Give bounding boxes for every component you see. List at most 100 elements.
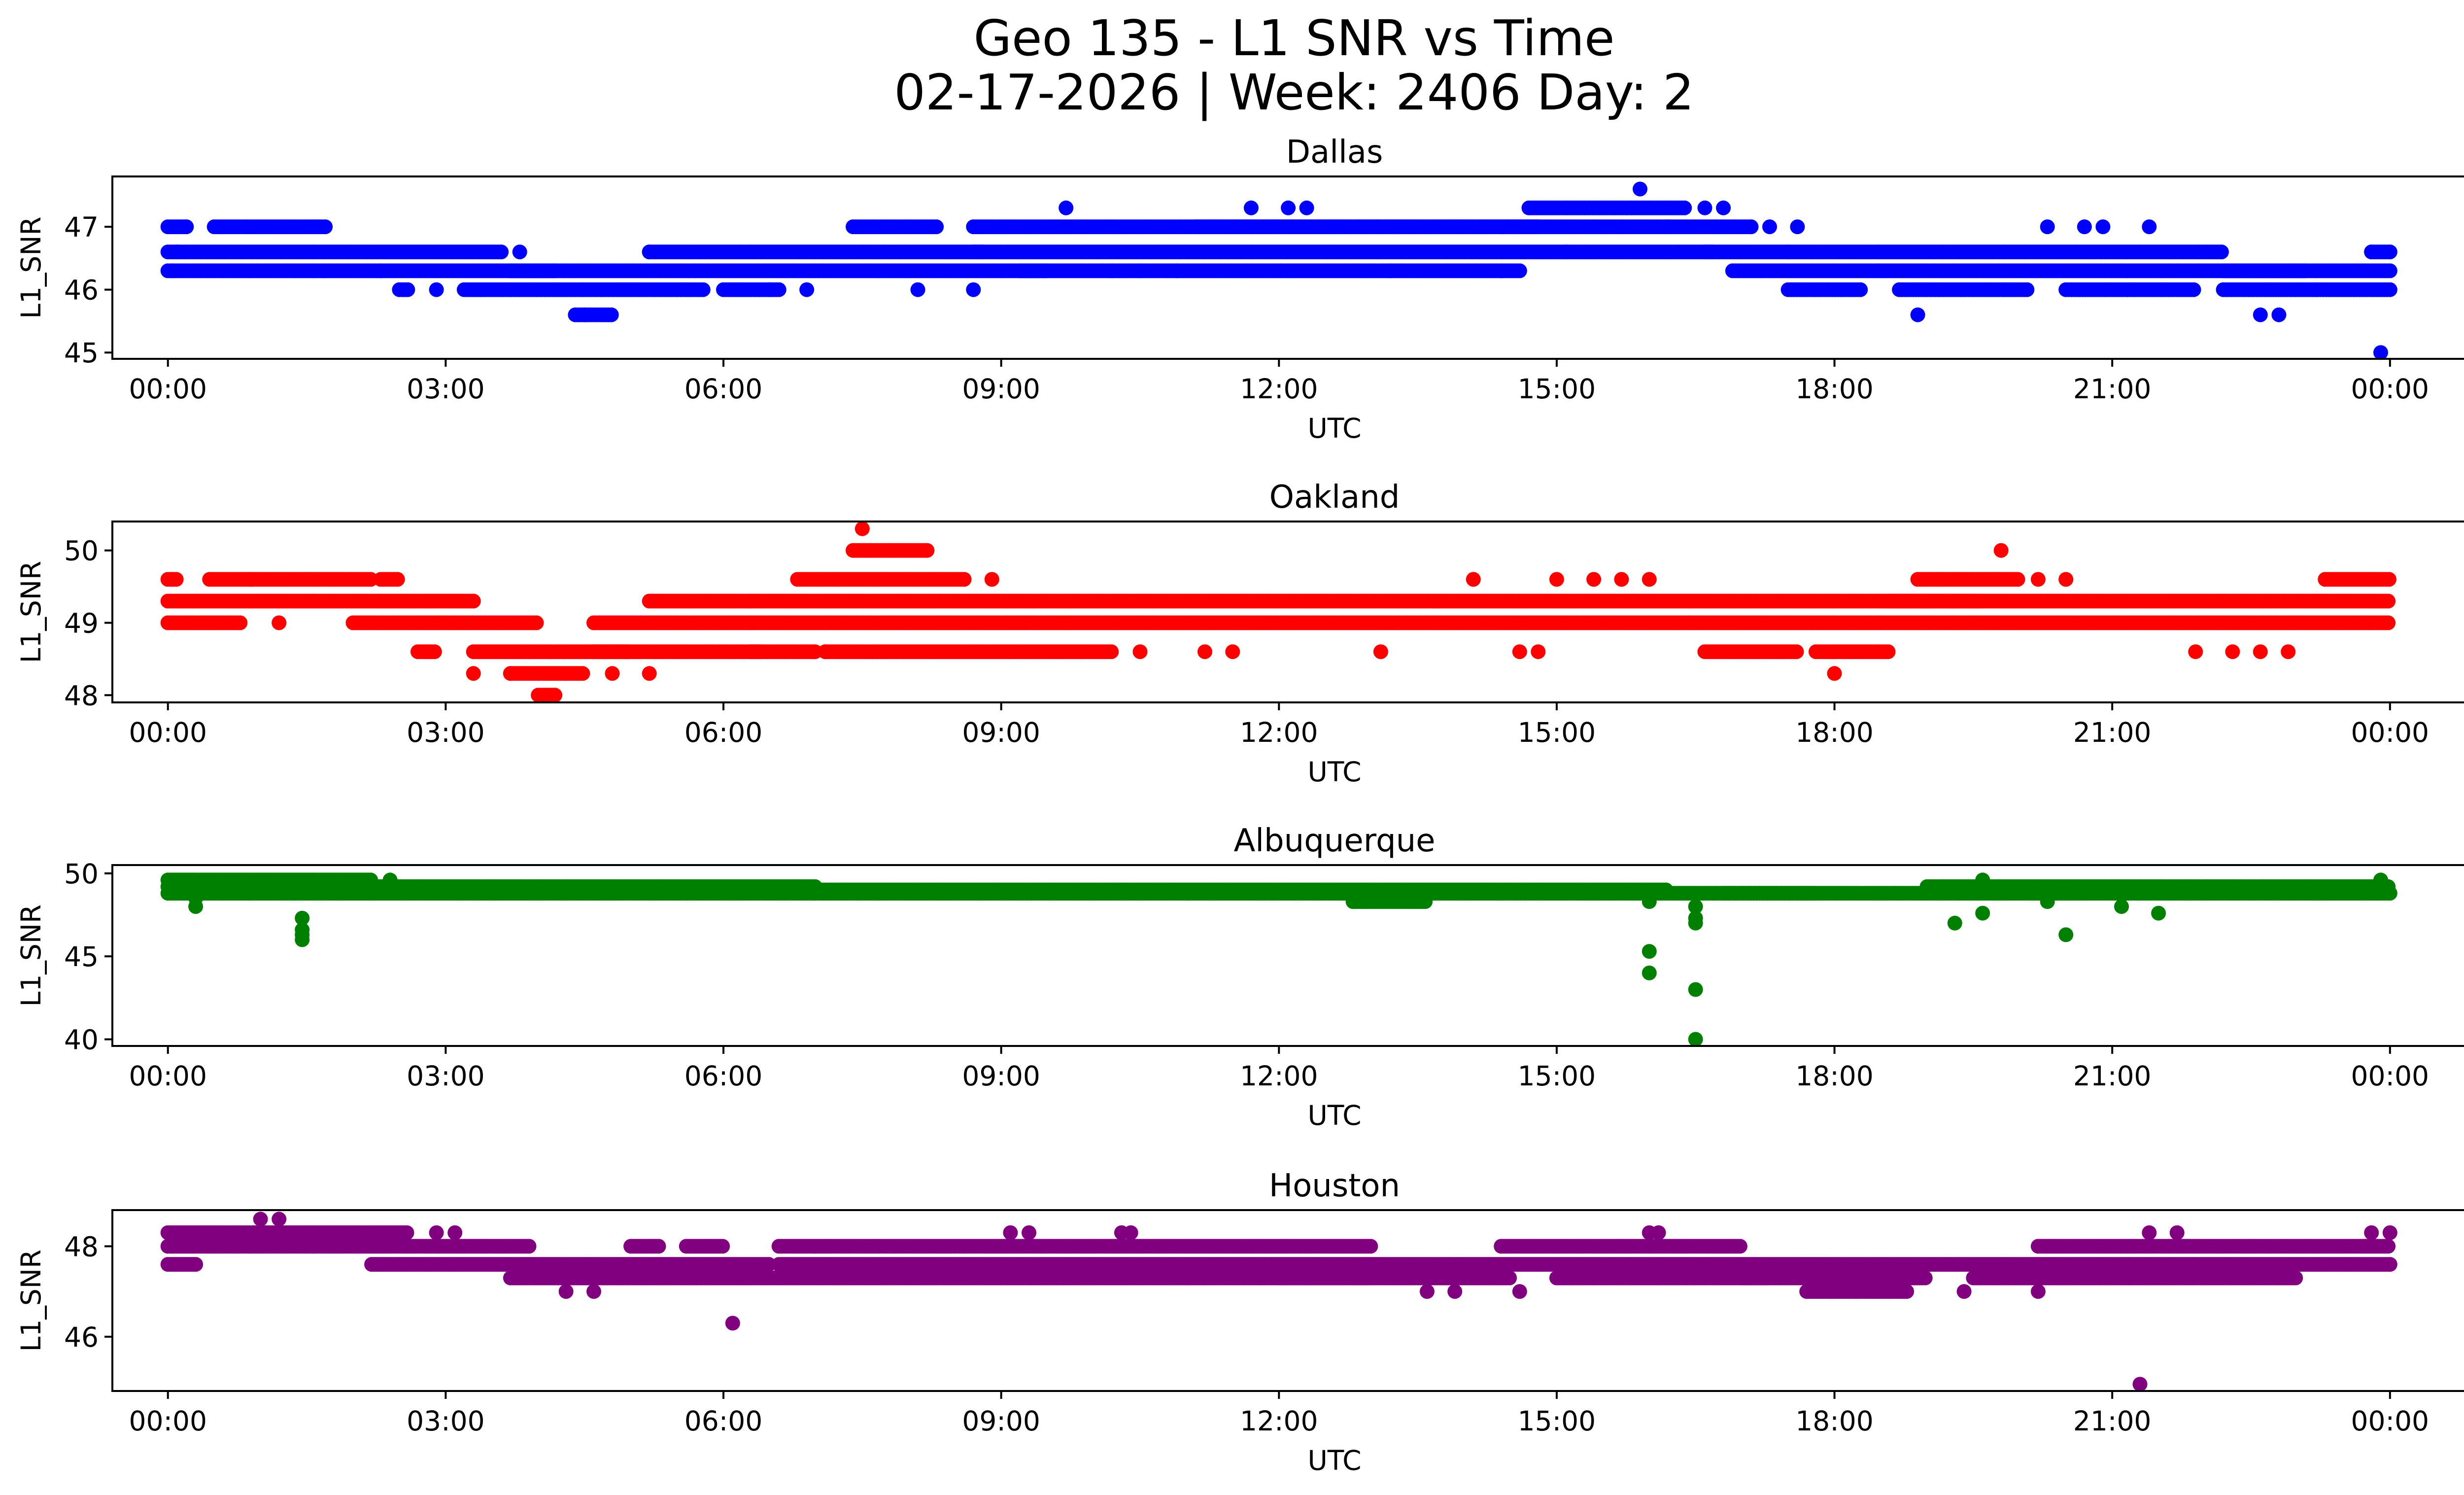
data-point	[1614, 572, 1629, 587]
data-point	[1762, 219, 1777, 235]
x-tick-label: 00:00	[2351, 717, 2430, 748]
data-point	[466, 593, 481, 609]
data-point	[2382, 244, 2397, 260]
data-point	[1132, 644, 1148, 660]
data-point	[642, 666, 657, 681]
data-point	[604, 307, 619, 322]
data-point	[2225, 644, 2240, 660]
data-point	[2142, 219, 2157, 235]
data-point	[1494, 263, 1509, 278]
data-point	[2281, 644, 2296, 660]
x-tick-label: 03:00	[407, 373, 485, 405]
data-series	[160, 181, 2397, 360]
data-point	[1790, 219, 1805, 235]
data-point	[2382, 263, 2397, 278]
data-point	[1104, 644, 1119, 660]
data-point	[1642, 572, 1657, 587]
data-point	[512, 244, 527, 260]
data-point	[2058, 572, 2074, 587]
data-point	[1789, 644, 1804, 660]
data-point	[762, 282, 777, 297]
data-point	[2030, 572, 2046, 587]
data-point	[170, 244, 185, 260]
x-tick-label: 21:00	[2073, 373, 2152, 405]
x-tick-label: 18:00	[1795, 717, 1874, 748]
data-point	[2214, 244, 2229, 260]
data-point	[575, 666, 590, 681]
data-point	[1558, 244, 1574, 260]
data-point	[165, 572, 180, 587]
x-tick-label: 06:00	[684, 717, 763, 748]
data-point	[233, 615, 248, 630]
data-point	[929, 219, 944, 235]
y-tick-label: 50	[64, 535, 99, 567]
data-point	[910, 282, 925, 297]
data-point	[466, 666, 481, 681]
data-point	[2364, 244, 2379, 260]
x-tick-label: 15:00	[1518, 373, 1596, 405]
data-point	[1881, 644, 1896, 660]
panel-title: Dallas	[1286, 134, 1383, 171]
x-tick-label: 21:00	[2073, 717, 2152, 748]
data-point	[1531, 644, 1546, 660]
data-point	[577, 307, 592, 322]
data-point	[966, 282, 981, 297]
data-point	[2010, 572, 2025, 587]
data-point	[503, 666, 518, 681]
data-point	[855, 521, 870, 536]
data-point	[2253, 644, 2268, 660]
x-tick-label: 18:00	[1795, 373, 1874, 405]
data-point	[1512, 644, 1527, 660]
data-point	[1225, 644, 1240, 660]
data-point	[2019, 282, 2035, 297]
y-axis-label: L1_SNR	[15, 561, 47, 663]
data-point	[1853, 282, 1868, 297]
y-tick-label: 46	[64, 275, 99, 306]
data-point	[2382, 282, 2397, 297]
y-tick-label: 45	[64, 337, 99, 369]
data-point	[1910, 307, 1925, 322]
y-tick-label: 48	[64, 680, 99, 711]
panel-title: Oakland	[1269, 479, 1400, 516]
data-point	[1169, 263, 1185, 278]
data-point	[179, 219, 194, 235]
data-point	[429, 282, 444, 297]
y-axis-label: L1_SNR	[15, 216, 47, 318]
data-point	[2373, 345, 2388, 360]
data-point	[2040, 219, 2055, 235]
data-point	[2095, 219, 2111, 235]
data-point	[390, 572, 405, 587]
x-tick-label: 12:00	[1240, 717, 1318, 748]
panel-title: Albuquerque	[1233, 823, 1435, 859]
x-tick-label: 03:00	[407, 717, 485, 748]
data-point	[1586, 572, 1602, 587]
data-point	[400, 282, 415, 297]
x-tick-label: 00:00	[129, 717, 207, 748]
data-point	[1059, 200, 1074, 215]
subplot-panels: Dallas 00:00 03:00 06:00 09:00 12:00 15:00 18:0…	[15, 134, 2464, 1476]
data-point	[695, 282, 711, 297]
x-tick-label: 09:00	[962, 373, 1040, 405]
y-tick-label: 47	[64, 211, 99, 243]
data-point	[272, 615, 287, 630]
data-point	[1198, 644, 1212, 660]
data-point	[799, 282, 815, 297]
x-tick-label: 00:00	[2351, 373, 2430, 405]
x-tick-label: 00:00	[129, 373, 207, 405]
data-point	[548, 688, 563, 703]
data-point	[2253, 307, 2268, 322]
data-point	[605, 666, 620, 681]
data-point	[2186, 282, 2201, 297]
data-point	[1549, 572, 1564, 587]
data-point	[1716, 200, 1731, 215]
x-axis-label: UTC	[1307, 756, 1361, 788]
data-point	[2381, 572, 2396, 587]
data-point	[957, 572, 972, 587]
data-point	[2188, 644, 2203, 660]
data-point	[2077, 219, 2092, 235]
data-point	[1382, 263, 1398, 278]
data-point	[2381, 593, 2396, 609]
axes-frame	[111, 175, 2464, 360]
data-point	[318, 219, 333, 235]
